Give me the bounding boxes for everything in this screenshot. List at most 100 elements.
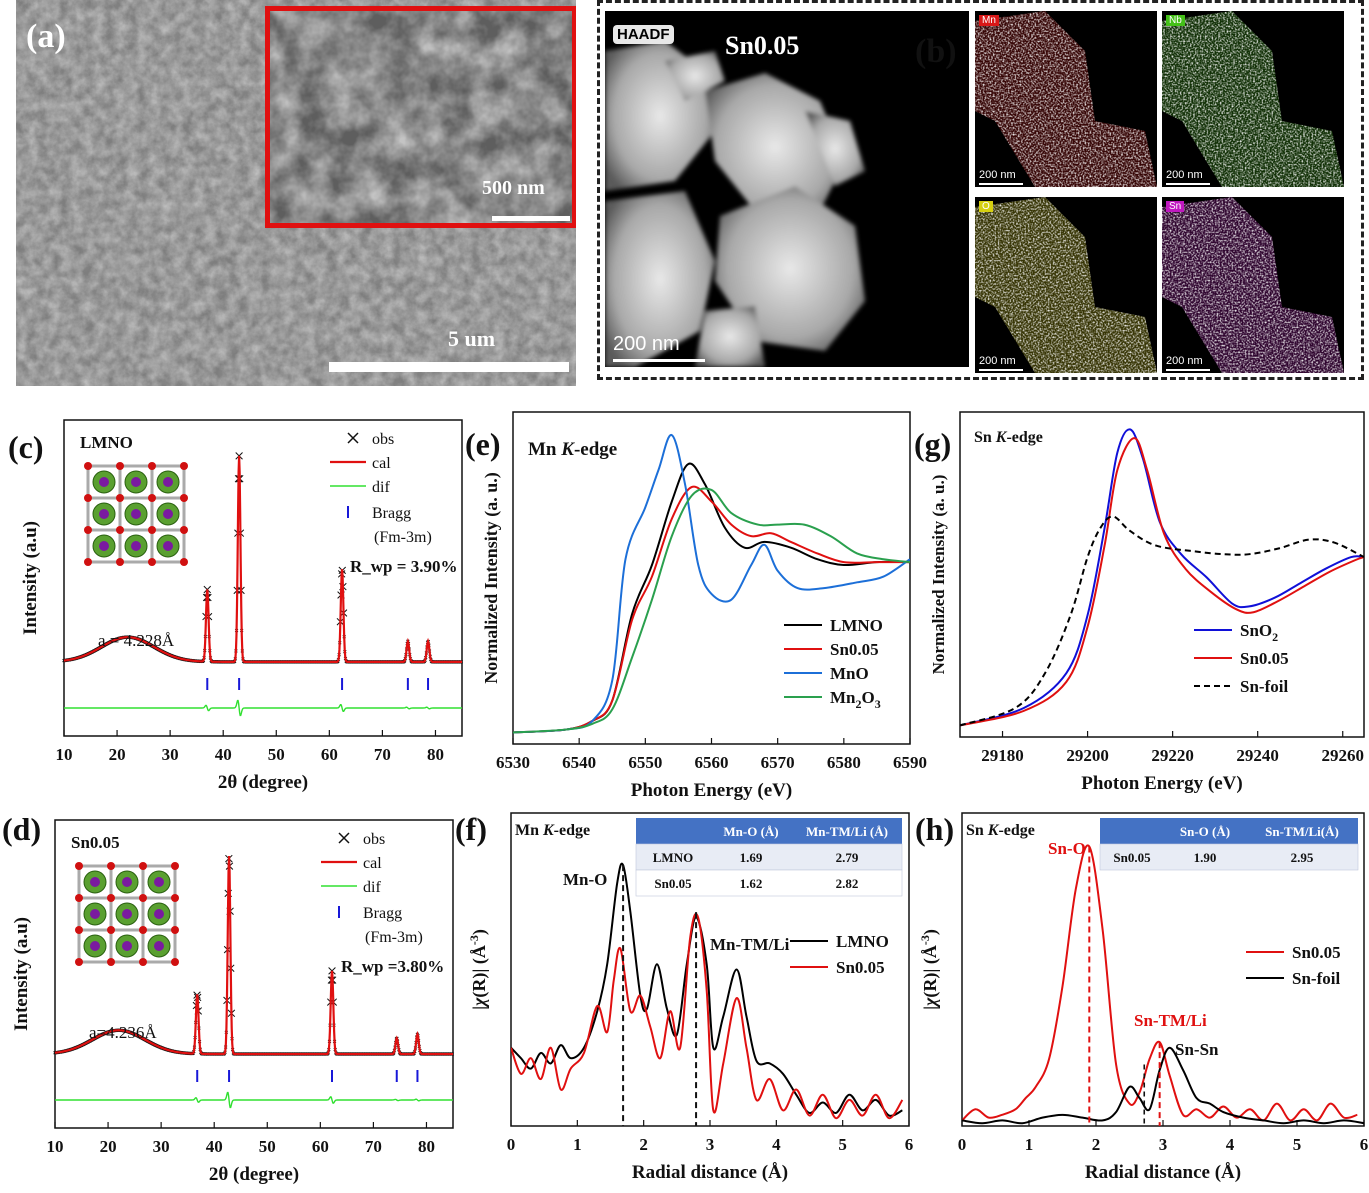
series-line-snfoil	[962, 1046, 1364, 1125]
atom-o	[75, 926, 83, 934]
eds-element-tag: Nb	[1166, 15, 1185, 26]
series-group	[960, 428, 1364, 727]
x-tick-label: 50	[259, 1137, 276, 1156]
legend-label: LMNO	[830, 616, 883, 635]
dif-line	[55, 1091, 453, 1109]
x-tick-label: 6580	[827, 753, 861, 772]
x-tick-label: 20	[109, 745, 126, 764]
x-tick-label: 2	[1092, 1135, 1101, 1154]
x-tick-label: 40	[215, 745, 232, 764]
haadf-tag: HAADF	[613, 25, 674, 44]
legend-obs-marker	[338, 832, 350, 844]
atom-o	[84, 462, 92, 470]
x-tick-label: 70	[374, 745, 391, 764]
chart-title: Sn K-edge	[974, 429, 1043, 446]
atom-o	[171, 958, 179, 966]
atom-o	[116, 462, 124, 470]
crystal-structure	[75, 862, 179, 966]
atom-li	[122, 909, 132, 919]
atom-li	[99, 477, 109, 487]
atom-o	[107, 958, 115, 966]
x-tick-label: 5	[1293, 1135, 1302, 1154]
x-axis-label: Radial distance (Å)	[632, 1162, 788, 1183]
eds-map-sn: Sn 200 nm	[1162, 197, 1344, 373]
chart-title: Sn K-edge	[966, 822, 1035, 839]
haadf-sample-label: Sn0.05	[725, 31, 800, 60]
dif-line	[64, 699, 462, 717]
x-tick-label: 30	[162, 745, 179, 764]
table-row-bg	[635, 843, 903, 871]
atom-li	[122, 941, 132, 951]
legend-label: SnO2	[1240, 621, 1278, 644]
x-tick-label: 29220	[1151, 746, 1194, 765]
table-cell: LMNO	[653, 850, 693, 865]
plot-frame	[959, 411, 1365, 738]
atom-o	[75, 958, 83, 966]
lattice-label: a=4.236Å	[89, 1023, 157, 1042]
x-tick-label: 4	[772, 1135, 781, 1154]
peak-annotation: Sn-Sn	[1175, 1040, 1219, 1059]
eds-scale-bar	[979, 369, 1023, 371]
sample-label: Sn0.05	[71, 833, 120, 852]
atom-o	[139, 958, 147, 966]
series-line-sn005	[513, 485, 910, 734]
table-header-cell: Sn-TM/Li(Å)	[1265, 824, 1339, 839]
peak-annotation: Mn-O	[563, 870, 607, 889]
legend-label: LMNO	[836, 932, 889, 951]
table-cell: 2.95	[1291, 850, 1314, 865]
legend-label: Sn-foil	[1240, 677, 1288, 696]
eds-map-o: O 200 nm	[975, 197, 1157, 373]
eds-element-tag: Sn	[1166, 201, 1185, 212]
table-header-bg	[636, 818, 902, 844]
x-tick-label: 6560	[695, 753, 729, 772]
legend-dif: dif	[363, 879, 381, 896]
series-group	[511, 862, 904, 1120]
atom-o	[139, 926, 147, 934]
atom-o	[171, 926, 179, 934]
panel-label-a: (a)	[26, 18, 66, 55]
table-cell: 2.82	[836, 876, 859, 891]
atom-o	[148, 462, 156, 470]
legend-cal: cal	[372, 455, 391, 472]
plot-frame	[54, 819, 454, 1129]
atom-o	[75, 862, 83, 870]
x-tick-label: 80	[427, 745, 444, 764]
haadf-particles	[605, 41, 865, 367]
atom-li	[90, 877, 100, 887]
table-header-cell: Mn-TM/Li (Å)	[806, 824, 888, 839]
x-tick-label: 60	[312, 1137, 329, 1156]
sem-inset: 500 nm	[265, 6, 576, 228]
x-tick-label: 6	[905, 1135, 914, 1154]
rwp-label: R_wp = 3.90%	[350, 557, 457, 576]
atom-o	[84, 494, 92, 502]
x-tick-label: 80	[418, 1137, 435, 1156]
series-line-lmno	[511, 862, 903, 1117]
atom-li	[163, 477, 173, 487]
peak-annotation: Mn-TM/Li	[710, 935, 790, 954]
atom-o	[171, 862, 179, 870]
sem-scale-bar	[329, 362, 569, 372]
panel-label-h: (h)	[915, 811, 954, 847]
legend-label: MnO	[830, 664, 869, 683]
chart-title: Mn K-edge	[528, 439, 617, 460]
eds-scale-bar	[1166, 369, 1210, 371]
series-group	[513, 434, 910, 734]
peak-annotation: Sn-O	[1048, 839, 1086, 858]
table-cell: 1.69	[740, 850, 763, 865]
crystal-structure	[84, 462, 188, 566]
atom-li	[99, 541, 109, 551]
x-tick-label: 0	[958, 1135, 967, 1154]
y-axis-label: |χ(R)| (Å-3)	[918, 929, 941, 1010]
plot-frame	[63, 419, 463, 737]
x-tick-label: 20	[100, 1137, 117, 1156]
atom-li	[131, 541, 141, 551]
atom-li	[154, 909, 164, 919]
table-header-cell: Mn-O (Å)	[723, 824, 778, 839]
atom-o	[148, 558, 156, 566]
series-line-mno	[513, 434, 910, 734]
atom-o	[116, 558, 124, 566]
legend-label: Sn0.05	[1292, 943, 1341, 962]
sem-inset-scale-bar	[492, 216, 570, 221]
legend-label: Sn0.05	[830, 640, 879, 659]
